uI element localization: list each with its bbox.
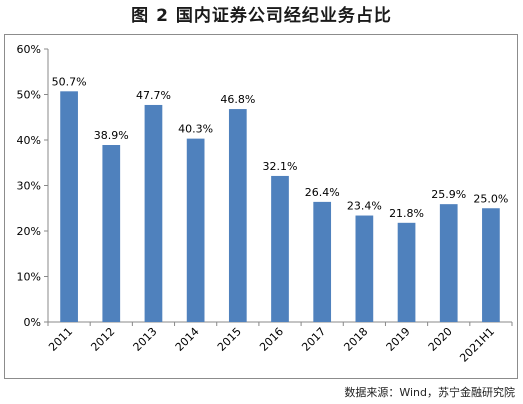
bar-2016	[271, 175, 289, 322]
x-tick-label-2020: 2020	[426, 325, 455, 354]
x-tick-label-2021H1: 2021H1	[457, 325, 497, 365]
bar-2012	[102, 145, 121, 322]
bar-2019	[397, 222, 416, 322]
data-label-2020: 25.9%	[431, 188, 466, 201]
y-tick-label: 60%	[17, 43, 41, 56]
data-label-2021H1: 25.0%	[473, 192, 508, 205]
bar-2015	[228, 109, 247, 322]
bar-2011	[60, 91, 78, 322]
x-tick-label-2018: 2018	[341, 325, 370, 354]
data-label-2014: 40.3%	[178, 123, 213, 136]
y-tick-label: 0%	[24, 316, 41, 329]
y-tick-label: 20%	[17, 225, 41, 238]
data-label-2013: 47.7%	[136, 89, 171, 102]
data-label-2017: 26.4%	[305, 186, 340, 199]
x-tick-label-2017: 2017	[299, 325, 328, 354]
bar-2013	[144, 104, 163, 322]
data-source-note: 数据来源：Wind，苏宁金融研究院	[344, 386, 515, 399]
bar-2017	[313, 201, 332, 322]
chart-title: 图 2 国内证券公司经纪业务占比	[131, 6, 392, 26]
chart-area: 0% 10% 20% 30% 40% 50% 60% 50.7% 2011 38.9% 2012 47…	[4, 34, 518, 379]
x-tick-label-2016: 2016	[257, 325, 286, 354]
bar-2020	[439, 204, 458, 322]
bar-2021H1	[482, 208, 500, 322]
x-tick-label-2013: 2013	[131, 325, 160, 354]
bar-chart: 0% 10% 20% 30% 40% 50% 60% 50.7% 2011 38.9% 2012 47…	[17, 43, 513, 365]
data-label-2012: 38.9%	[94, 129, 129, 142]
y-tick-label: 50%	[17, 89, 41, 102]
x-tick-label-2012: 2012	[88, 325, 117, 354]
x-tick-label-2011: 2011	[46, 325, 75, 354]
data-label-2015: 46.8%	[220, 93, 255, 106]
data-label-2019: 21.8%	[389, 207, 424, 220]
y-tick-label: 10%	[17, 271, 41, 284]
x-tick-label-2015: 2015	[215, 325, 244, 354]
bar-2018	[355, 215, 374, 322]
data-label-2018: 23.4%	[347, 200, 382, 213]
x-tick-label-2019: 2019	[384, 325, 413, 354]
data-label-2011: 50.7%	[52, 75, 87, 88]
bar-2014	[186, 138, 205, 322]
x-tick-label-2014: 2014	[173, 325, 202, 354]
data-label-2016: 32.1%	[263, 160, 298, 173]
y-tick-label: 30%	[17, 180, 41, 193]
y-tick-label: 40%	[17, 134, 41, 147]
